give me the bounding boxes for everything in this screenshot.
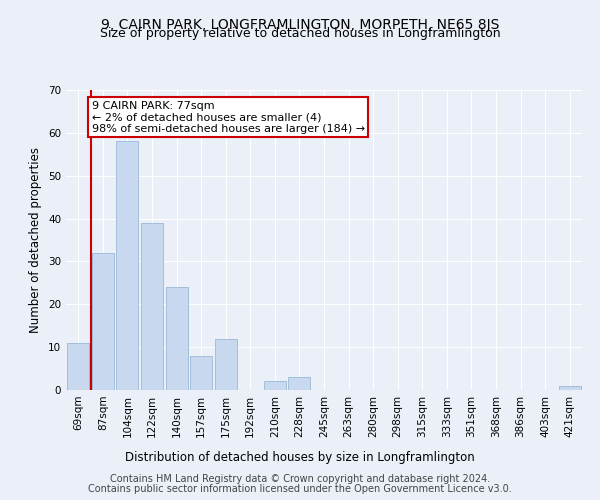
Text: Contains public sector information licensed under the Open Government Licence v3: Contains public sector information licen… <box>88 484 512 494</box>
Bar <box>166 287 188 390</box>
Bar <box>559 386 581 390</box>
Bar <box>67 343 89 390</box>
Bar <box>190 356 212 390</box>
Y-axis label: Number of detached properties: Number of detached properties <box>29 147 43 333</box>
Bar <box>92 253 114 390</box>
Bar <box>215 338 237 390</box>
Text: 9 CAIRN PARK: 77sqm
← 2% of detached houses are smaller (4)
98% of semi-detached: 9 CAIRN PARK: 77sqm ← 2% of detached hou… <box>92 100 365 134</box>
Text: Size of property relative to detached houses in Longframlington: Size of property relative to detached ho… <box>100 28 500 40</box>
Bar <box>289 377 310 390</box>
Bar <box>141 223 163 390</box>
Text: Contains HM Land Registry data © Crown copyright and database right 2024.: Contains HM Land Registry data © Crown c… <box>110 474 490 484</box>
Bar <box>264 382 286 390</box>
Text: 9, CAIRN PARK, LONGFRAMLINGTON, MORPETH, NE65 8JS: 9, CAIRN PARK, LONGFRAMLINGTON, MORPETH,… <box>101 18 499 32</box>
Text: Distribution of detached houses by size in Longframlington: Distribution of detached houses by size … <box>125 451 475 464</box>
Bar <box>116 142 139 390</box>
